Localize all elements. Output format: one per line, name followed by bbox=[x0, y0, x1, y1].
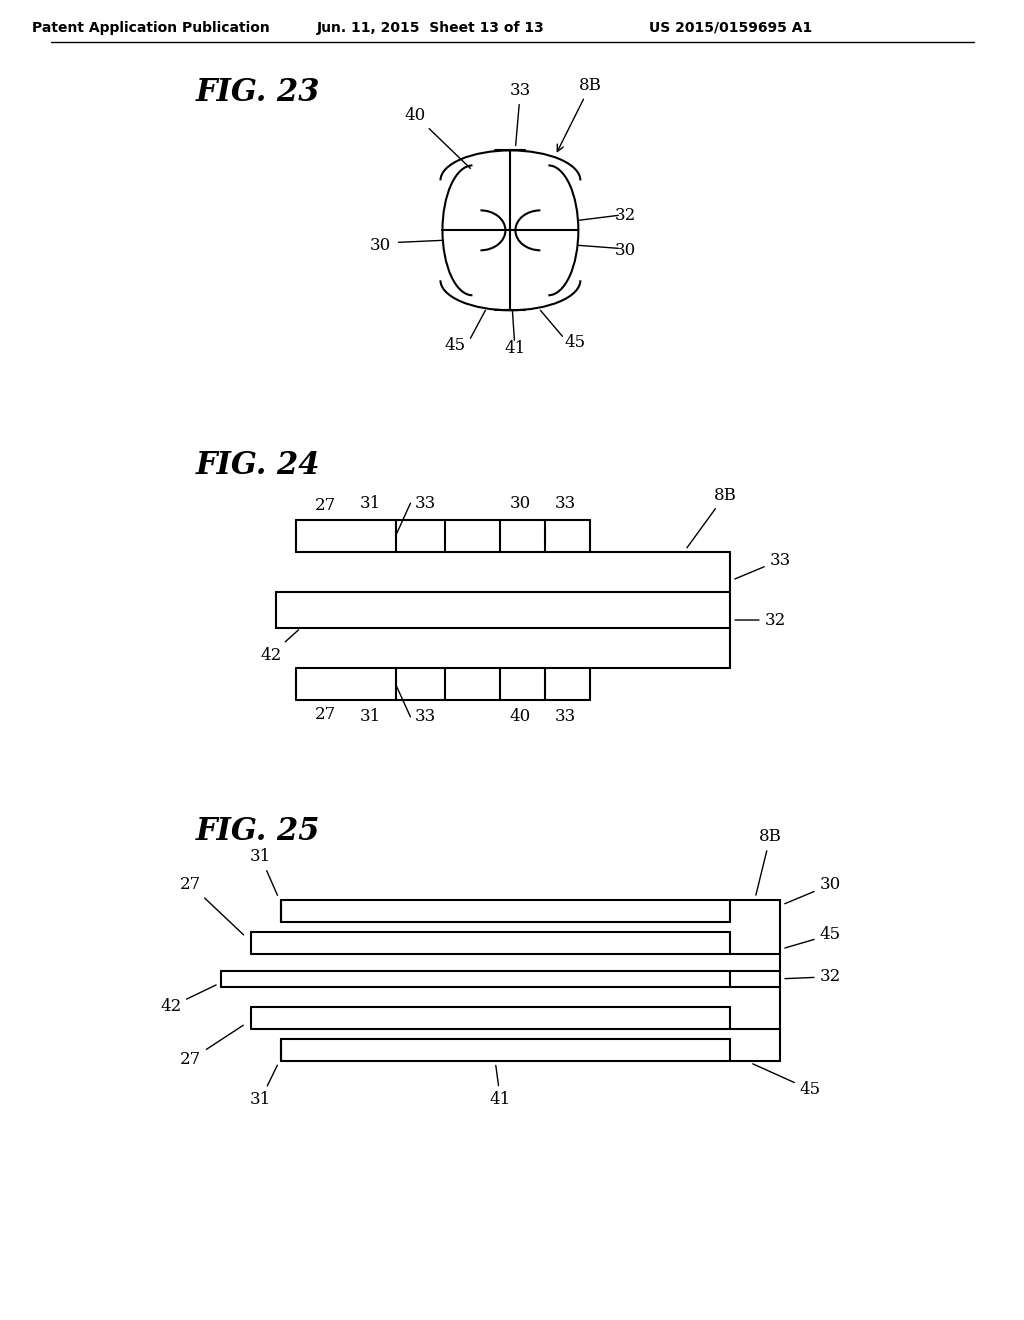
Text: 40: 40 bbox=[404, 107, 470, 169]
Text: US 2015/0159695 A1: US 2015/0159695 A1 bbox=[648, 21, 812, 34]
Text: 42: 42 bbox=[260, 630, 299, 664]
Text: 8B: 8B bbox=[557, 77, 602, 152]
Text: 33: 33 bbox=[735, 552, 791, 579]
Text: 45: 45 bbox=[784, 927, 841, 948]
Text: 33: 33 bbox=[415, 709, 436, 726]
Text: 30: 30 bbox=[614, 242, 636, 259]
Text: 32: 32 bbox=[614, 207, 636, 224]
Text: Patent Application Publication: Patent Application Publication bbox=[32, 21, 269, 34]
Text: FIG. 24: FIG. 24 bbox=[196, 450, 321, 480]
Text: 27: 27 bbox=[315, 706, 336, 723]
Text: 45: 45 bbox=[565, 334, 586, 351]
Text: 41: 41 bbox=[489, 1065, 511, 1109]
Text: 27: 27 bbox=[315, 496, 336, 513]
Text: 33: 33 bbox=[415, 495, 436, 512]
Text: 31: 31 bbox=[359, 709, 381, 726]
Text: 33: 33 bbox=[555, 495, 575, 512]
Text: 31: 31 bbox=[250, 849, 278, 895]
Text: 31: 31 bbox=[250, 1065, 278, 1109]
Text: FIG. 25: FIG. 25 bbox=[196, 816, 321, 847]
Text: 27: 27 bbox=[180, 876, 244, 935]
Text: 45: 45 bbox=[753, 1064, 820, 1098]
Text: 8B: 8B bbox=[687, 487, 736, 548]
Text: 30: 30 bbox=[370, 236, 391, 253]
Text: 42: 42 bbox=[160, 985, 216, 1015]
Text: 33: 33 bbox=[555, 709, 575, 726]
Text: 45: 45 bbox=[444, 337, 466, 354]
Text: 40: 40 bbox=[510, 709, 531, 726]
Text: Jun. 11, 2015  Sheet 13 of 13: Jun. 11, 2015 Sheet 13 of 13 bbox=[316, 21, 545, 34]
Text: 31: 31 bbox=[359, 495, 381, 512]
Text: 41: 41 bbox=[505, 339, 526, 356]
Text: 30: 30 bbox=[784, 876, 841, 904]
Text: 32: 32 bbox=[785, 969, 841, 985]
Text: 33: 33 bbox=[510, 82, 531, 145]
Text: 30: 30 bbox=[510, 495, 531, 512]
Text: 32: 32 bbox=[735, 611, 785, 628]
Text: 27: 27 bbox=[180, 1026, 244, 1068]
Text: 8B: 8B bbox=[756, 829, 781, 895]
Text: FIG. 23: FIG. 23 bbox=[196, 77, 321, 108]
